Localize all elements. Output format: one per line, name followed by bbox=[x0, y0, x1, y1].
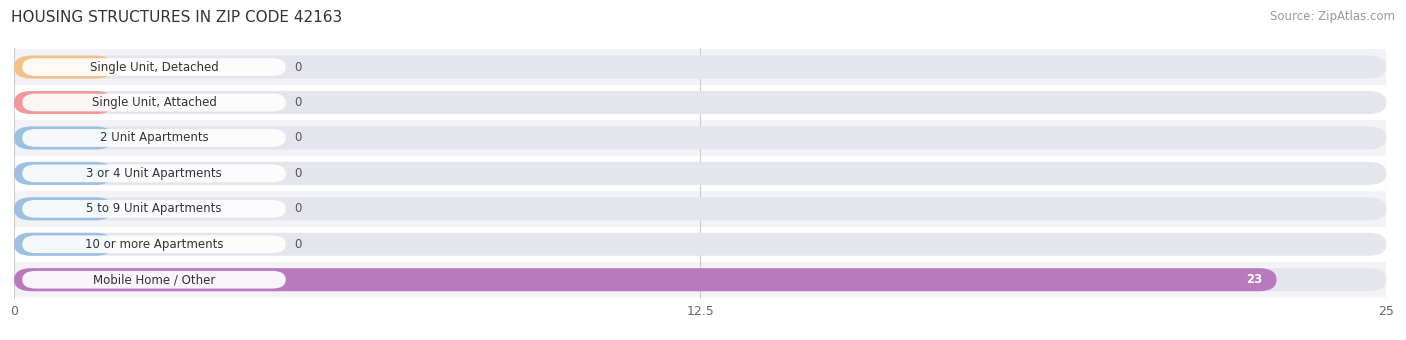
Bar bbox=[14, 85, 1386, 120]
FancyBboxPatch shape bbox=[14, 91, 112, 114]
Text: 23: 23 bbox=[1247, 273, 1263, 286]
Bar bbox=[14, 262, 1386, 298]
Bar bbox=[14, 191, 1386, 226]
Text: 0: 0 bbox=[294, 61, 301, 73]
FancyBboxPatch shape bbox=[22, 129, 285, 147]
FancyBboxPatch shape bbox=[14, 126, 112, 150]
Text: 2 Unit Apartments: 2 Unit Apartments bbox=[100, 132, 208, 144]
Text: 0: 0 bbox=[294, 202, 301, 215]
FancyBboxPatch shape bbox=[14, 162, 1386, 185]
FancyBboxPatch shape bbox=[14, 162, 112, 185]
FancyBboxPatch shape bbox=[14, 91, 1386, 114]
FancyBboxPatch shape bbox=[22, 94, 285, 112]
FancyBboxPatch shape bbox=[14, 197, 1386, 220]
Text: 3 or 4 Unit Apartments: 3 or 4 Unit Apartments bbox=[86, 167, 222, 180]
FancyBboxPatch shape bbox=[22, 200, 285, 218]
Bar bbox=[14, 156, 1386, 191]
FancyBboxPatch shape bbox=[22, 235, 285, 253]
Text: Mobile Home / Other: Mobile Home / Other bbox=[93, 273, 215, 286]
Text: Source: ZipAtlas.com: Source: ZipAtlas.com bbox=[1270, 10, 1395, 23]
FancyBboxPatch shape bbox=[22, 58, 285, 76]
FancyBboxPatch shape bbox=[14, 197, 112, 220]
FancyBboxPatch shape bbox=[14, 233, 1386, 256]
FancyBboxPatch shape bbox=[14, 268, 1386, 291]
FancyBboxPatch shape bbox=[22, 165, 285, 182]
FancyBboxPatch shape bbox=[14, 268, 1277, 291]
Bar bbox=[14, 49, 1386, 85]
FancyBboxPatch shape bbox=[14, 55, 112, 79]
Text: 0: 0 bbox=[294, 238, 301, 251]
FancyBboxPatch shape bbox=[14, 126, 1386, 150]
Text: HOUSING STRUCTURES IN ZIP CODE 42163: HOUSING STRUCTURES IN ZIP CODE 42163 bbox=[11, 10, 343, 25]
Text: 0: 0 bbox=[294, 96, 301, 109]
FancyBboxPatch shape bbox=[14, 233, 112, 256]
Bar bbox=[14, 120, 1386, 156]
Text: Single Unit, Attached: Single Unit, Attached bbox=[91, 96, 217, 109]
Text: 0: 0 bbox=[294, 132, 301, 144]
Text: 10 or more Apartments: 10 or more Apartments bbox=[84, 238, 224, 251]
Bar bbox=[14, 226, 1386, 262]
FancyBboxPatch shape bbox=[14, 55, 1386, 79]
FancyBboxPatch shape bbox=[22, 271, 285, 289]
Text: Single Unit, Detached: Single Unit, Detached bbox=[90, 61, 218, 73]
Text: 5 to 9 Unit Apartments: 5 to 9 Unit Apartments bbox=[86, 202, 222, 215]
Text: 0: 0 bbox=[294, 167, 301, 180]
